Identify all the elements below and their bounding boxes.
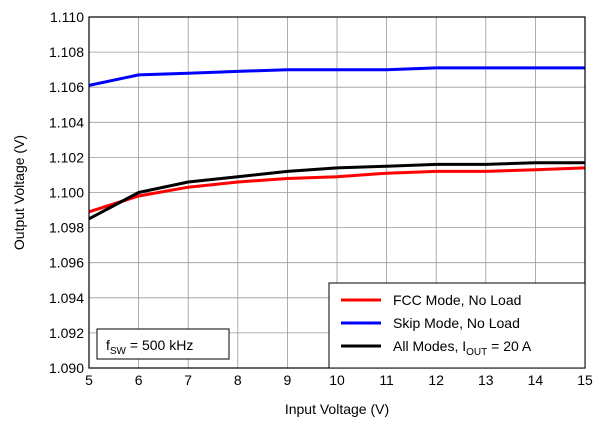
legend-label-fcc: FCC Mode, No Load (393, 292, 521, 308)
y-tick-label: 1.098 (49, 220, 84, 236)
x-tick-label: 13 (478, 372, 494, 388)
y-tick-label: 1.102 (49, 149, 84, 165)
x-tick-label: 11 (379, 372, 394, 388)
legend-box (328, 282, 586, 369)
series-line-skip (88, 66, 585, 87)
legend-label-all-modes: All Modes, IOUT = 20 A (393, 338, 532, 358)
series-lines (88, 66, 586, 221)
annotation-suffix: = 500 kHz (126, 337, 193, 353)
x-tick-label: 5 (85, 372, 93, 388)
x-tick-label: 10 (329, 372, 345, 388)
x-tick-label: 15 (577, 372, 593, 388)
y-tick-label: 1.092 (49, 325, 84, 341)
series-line-fcc (88, 166, 586, 214)
x-tick-labels: 5 6 7 8 9 10 11 12 13 14 15 (85, 372, 593, 388)
legend-label-all-modes-main: All Modes, I (393, 338, 466, 354)
y-tick-label: 1.106 (49, 79, 84, 95)
annotation-prefix: f (106, 337, 110, 353)
legend-label-all-modes-subscript: OUT (466, 347, 487, 358)
x-axis-title: Input Voltage (V) (285, 401, 389, 417)
annotation-box (96, 328, 230, 360)
x-tick-label: 14 (528, 372, 544, 388)
legend-label-skip: Skip Mode, No Load (393, 315, 520, 331)
y-tick-label: 1.104 (49, 114, 84, 130)
y-tick-label: 1.096 (49, 255, 84, 271)
y-tick-label: 1.090 (49, 360, 84, 376)
y-tick-label: 1.110 (50, 9, 84, 25)
y-tick-label: 1.094 (49, 290, 84, 306)
x-tick-label: 12 (428, 372, 444, 388)
y-tick-labels: 1.090 1.092 1.094 1.096 1.098 1.100 1.102 1.104… (49, 9, 84, 376)
annotation-subscript: SW (110, 346, 127, 357)
series-line-all-modes (88, 161, 585, 221)
x-tick-label: 7 (184, 372, 192, 388)
y-tick-label: 1.108 (49, 44, 84, 60)
y-tick-label: 1.100 (49, 185, 84, 201)
y-axis-title: Output Voltage (V) (11, 135, 27, 250)
legend-label-all-modes-suffix: = 20 A (487, 338, 532, 354)
frequency-annotation: fSW = 500 kHz (96, 328, 230, 360)
annotation-text: fSW = 500 kHz (106, 337, 193, 357)
x-tick-label: 9 (284, 372, 292, 388)
x-tick-label: 6 (135, 372, 143, 388)
legend: FCC Mode, No Load Skip Mode, No Load All… (328, 282, 586, 369)
x-tick-label: 8 (234, 372, 242, 388)
